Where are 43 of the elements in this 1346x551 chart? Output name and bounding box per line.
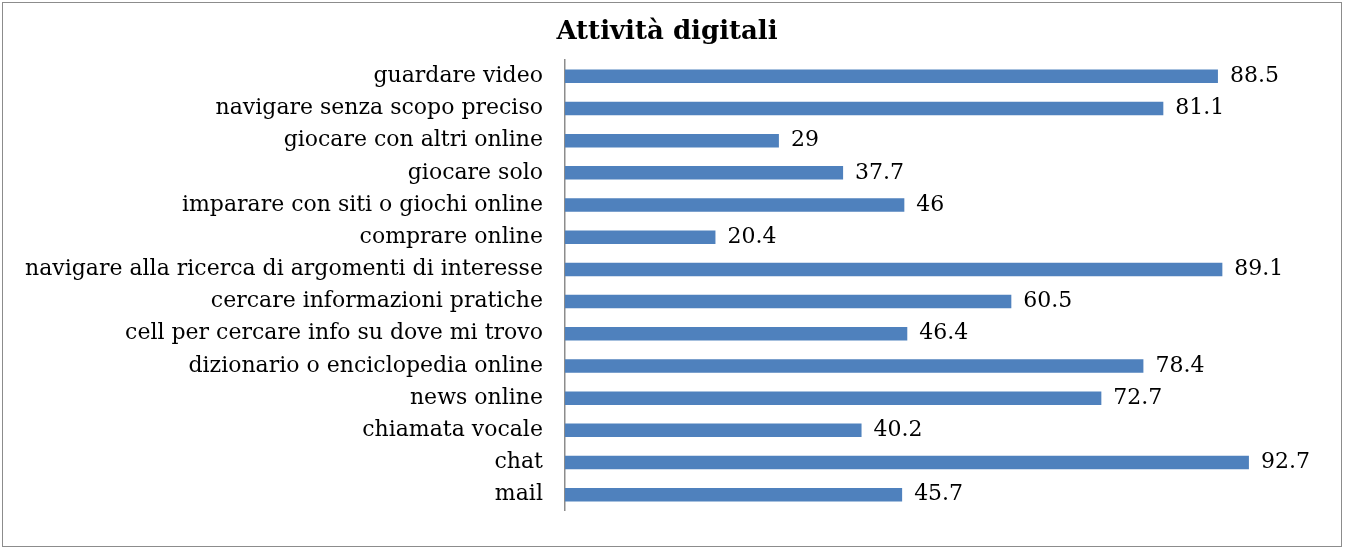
- y-tick-label: mail: [494, 480, 543, 506]
- data-label: 60.5: [1023, 287, 1073, 313]
- data-label: 20.4: [727, 222, 777, 248]
- data-label: 37.7: [855, 158, 905, 184]
- data-label: 72.7: [1113, 383, 1163, 409]
- y-tick-label: giocare con altri online: [283, 126, 543, 152]
- y-tick-label: dizionario o enciclopedia online: [188, 351, 543, 377]
- data-label: 92.7: [1260, 448, 1310, 474]
- data-label: 46: [916, 190, 945, 216]
- bar: [564, 294, 1012, 309]
- y-tick-label: navigare senza scopo preciso: [215, 94, 543, 120]
- bar: [564, 133, 779, 148]
- y-tick-label: news online: [409, 383, 543, 409]
- bar: [564, 391, 1102, 405]
- y-tick-label: cercare informazioni pratiche: [210, 287, 543, 313]
- bar: [564, 359, 1144, 373]
- y-tick-label: cell per cercare info su dove mi trovo: [125, 319, 543, 345]
- y-tick-label: giocare solo: [407, 158, 543, 184]
- data-label: 89.1: [1234, 255, 1284, 281]
- y-tick-label: comprare online: [359, 222, 543, 248]
- y-tick-label: navigare alla ricerca di argomenti di interesse: [24, 255, 543, 281]
- bar: [564, 198, 905, 212]
- chart-title: Attività digitali: [555, 15, 778, 46]
- bar: [564, 166, 844, 180]
- y-tick-label: chat: [494, 448, 544, 474]
- bar: [564, 455, 1249, 470]
- bar: [564, 327, 908, 341]
- bar: [564, 423, 862, 438]
- bar: [564, 262, 1223, 277]
- data-label: 46.4: [919, 319, 969, 345]
- bar: [564, 487, 903, 502]
- y-tick-label: chiamata vocale: [362, 416, 543, 442]
- data-label: 78.4: [1155, 351, 1205, 377]
- bar: [564, 69, 1218, 84]
- y-tick-label: guardare video: [373, 62, 543, 88]
- bar: [564, 230, 716, 244]
- data-label: 45.7: [914, 480, 964, 506]
- data-label: 88.5: [1229, 62, 1279, 88]
- bar: [564, 101, 1164, 116]
- data-label: 29: [790, 126, 819, 152]
- data-label: 40.2: [873, 416, 923, 442]
- y-tick-label: imparare con siti o giochi online: [181, 190, 543, 216]
- data-label: 81.1: [1175, 94, 1225, 120]
